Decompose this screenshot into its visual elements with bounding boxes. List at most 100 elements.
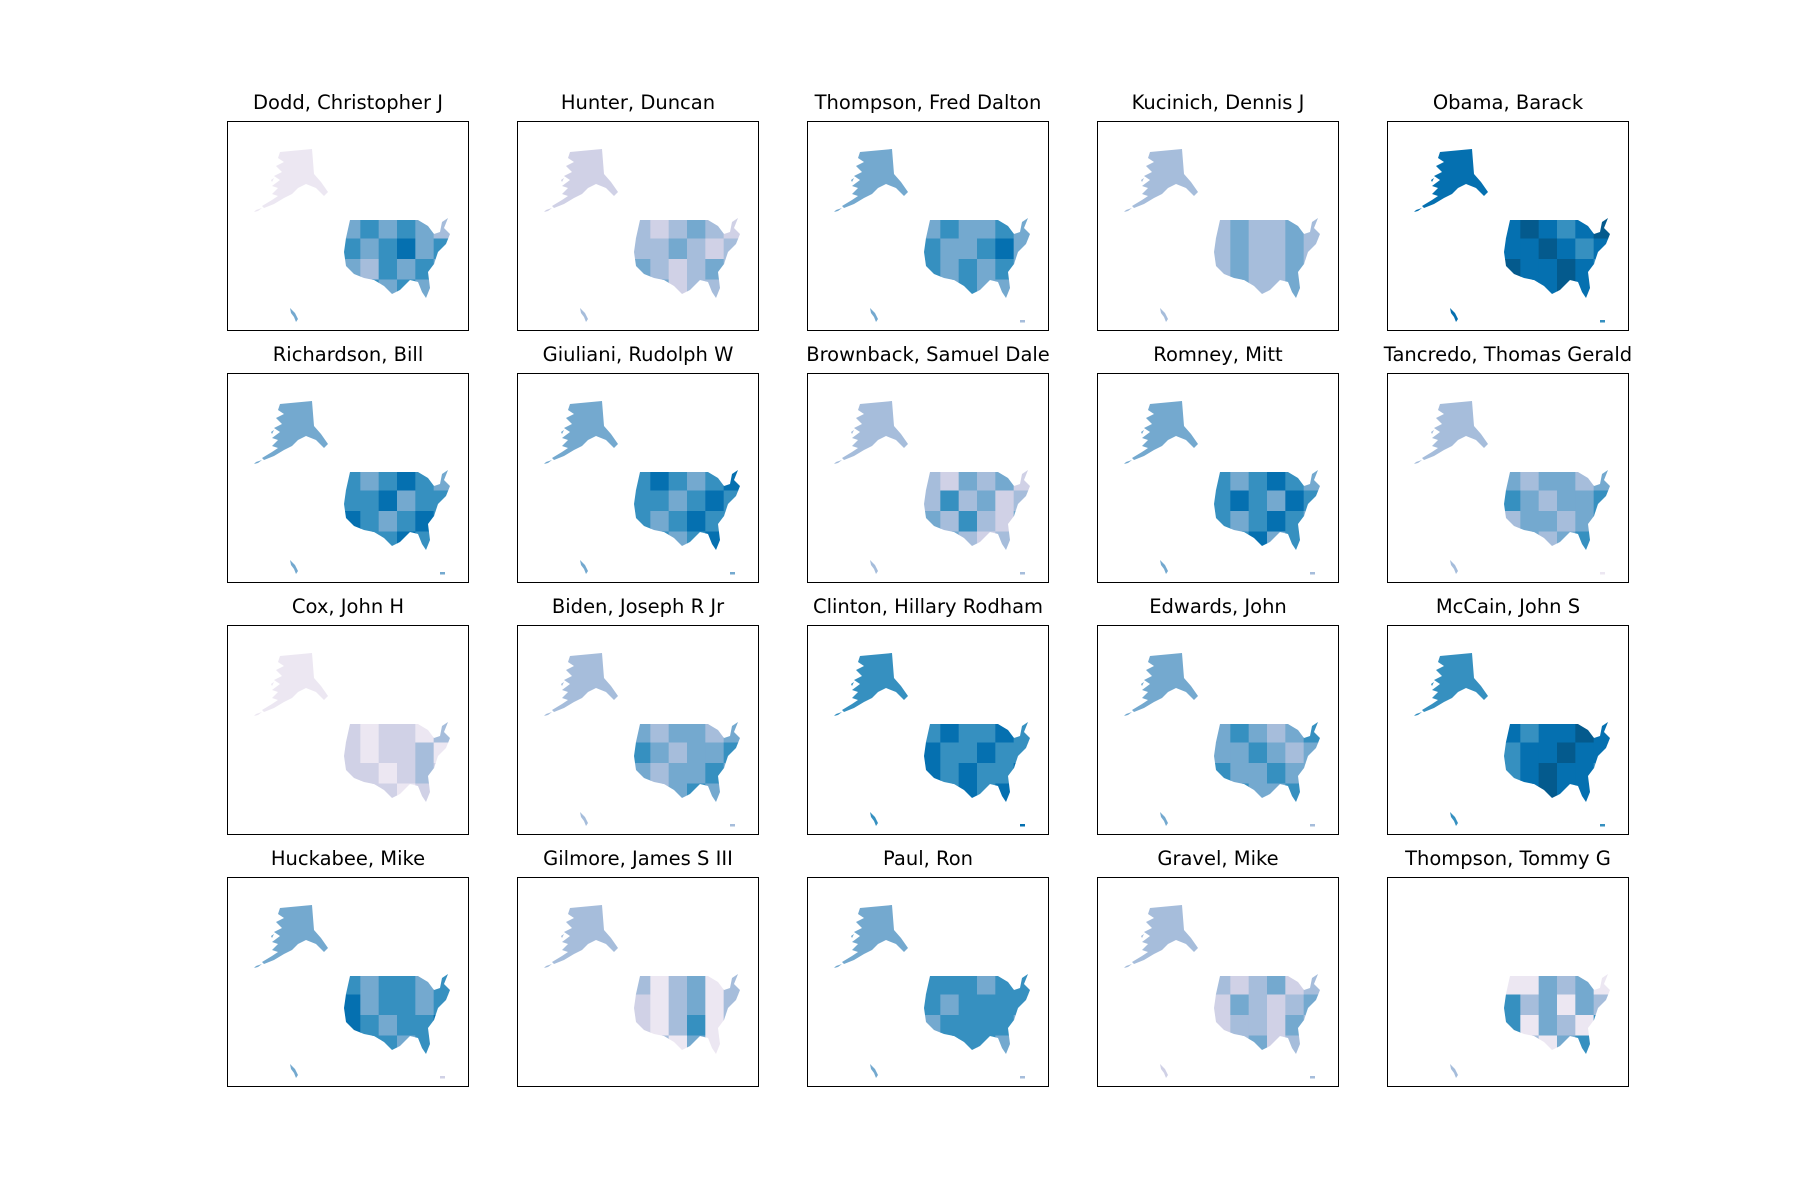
state-region <box>1575 531 1595 550</box>
state-region <box>1575 511 1595 533</box>
state-region <box>977 1035 996 1054</box>
puerto-rico-region <box>1310 572 1315 575</box>
puerto-rico-region <box>440 572 445 575</box>
state-region <box>415 490 435 512</box>
map-svg <box>544 401 740 575</box>
state-region <box>1013 470 1030 492</box>
state-region <box>415 974 435 996</box>
state-region <box>1575 722 1595 744</box>
state-region <box>1248 1035 1268 1054</box>
state-region <box>344 722 361 744</box>
state-region <box>433 279 450 298</box>
alaska-islands <box>1124 934 1144 968</box>
mainland-states <box>634 470 740 550</box>
state-region <box>1593 279 1610 298</box>
map-panel <box>227 877 469 1087</box>
state-region <box>1520 470 1540 492</box>
state-region <box>1230 994 1250 1016</box>
alaska-region <box>1132 401 1198 460</box>
map-svg <box>834 905 1030 1079</box>
state-region <box>344 531 361 550</box>
panel-title: Huckabee, Mike <box>270 847 426 870</box>
state-region <box>1575 783 1595 802</box>
state-region <box>1285 722 1305 744</box>
alaska-region <box>842 653 908 712</box>
state-region <box>344 490 361 512</box>
state-region <box>1520 218 1540 240</box>
state-region <box>705 783 725 802</box>
state-region <box>415 742 435 764</box>
state-region <box>397 763 416 785</box>
state-region <box>1214 511 1231 533</box>
state-region <box>723 531 740 550</box>
state-region <box>1538 974 1558 996</box>
state-region <box>924 742 941 764</box>
map-svg <box>544 149 740 322</box>
state-region <box>1214 279 1231 298</box>
state-region <box>940 218 960 240</box>
puerto-rico-region <box>730 824 735 827</box>
alaska-islands <box>544 934 564 968</box>
mainland-states <box>344 722 450 802</box>
state-region <box>705 974 725 996</box>
alaska-islands <box>544 178 564 212</box>
state-region <box>687 1035 706 1054</box>
state-region <box>1013 974 1030 996</box>
state-region <box>723 279 740 298</box>
state-region <box>634 531 651 550</box>
map-svg <box>544 653 740 827</box>
state-region <box>415 1035 435 1054</box>
state-region <box>1248 531 1268 550</box>
state-region <box>995 722 1015 744</box>
puerto-rico-region <box>1020 320 1025 323</box>
state-region <box>650 763 670 785</box>
state-region <box>1285 531 1305 550</box>
state-region <box>433 974 450 996</box>
mainland-states <box>924 974 1030 1054</box>
state-region <box>723 470 740 492</box>
state-region <box>1267 974 1286 996</box>
alaska-islands <box>834 430 854 464</box>
alaska-region <box>1132 149 1198 208</box>
state-region <box>1538 994 1558 1016</box>
state-region <box>650 1035 670 1054</box>
state-region <box>977 763 996 785</box>
state-region <box>940 763 960 785</box>
map-panel <box>517 121 759 331</box>
state-region <box>1557 994 1576 1016</box>
state-region <box>1520 974 1540 996</box>
state-region <box>1248 722 1268 744</box>
state-region <box>650 259 670 281</box>
puerto-rico-region <box>1310 824 1315 827</box>
hawaii-region <box>870 308 878 322</box>
state-region <box>634 763 651 785</box>
state-region <box>344 511 361 533</box>
panel-title: Obama, Barack <box>1432 91 1584 114</box>
state-region <box>360 259 380 281</box>
state-region <box>344 1015 361 1037</box>
map-panel <box>1387 373 1629 583</box>
state-region <box>415 531 435 550</box>
state-region <box>995 1035 1015 1054</box>
state-region <box>668 742 688 764</box>
state-region <box>415 1015 435 1037</box>
state-region <box>344 279 361 298</box>
state-region <box>1248 994 1268 1016</box>
state-region <box>1303 259 1320 281</box>
mainland-states <box>924 722 1030 802</box>
state-region <box>1303 279 1320 298</box>
state-region <box>634 783 651 802</box>
alaska-region <box>842 401 908 460</box>
state-region <box>940 722 960 744</box>
state-region <box>687 763 706 785</box>
state-region <box>1593 238 1610 260</box>
state-region <box>433 531 450 550</box>
state-region <box>1575 470 1595 492</box>
state-region <box>995 511 1015 533</box>
state-region <box>415 763 435 785</box>
state-region <box>1267 783 1286 802</box>
state-region <box>1248 511 1268 533</box>
state-region <box>687 511 706 533</box>
state-region <box>1230 974 1250 996</box>
